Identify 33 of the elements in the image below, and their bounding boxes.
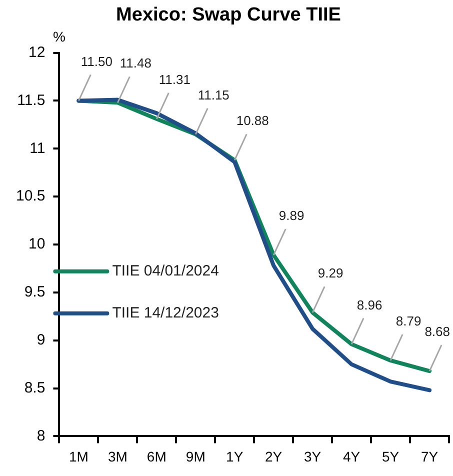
legend-label: TIIE 14/12/2023 <box>112 304 219 322</box>
y-tick-label: 10 <box>28 236 46 253</box>
x-tick-label: 6M <box>146 448 166 464</box>
y-tick-label: 12 <box>28 44 46 61</box>
y-axis-title: % <box>52 28 66 45</box>
x-tick-label: 2Y <box>265 448 283 464</box>
data-label: 11.15 <box>198 87 230 102</box>
y-tick-label: 8 <box>36 427 46 444</box>
data-label: 11.31 <box>158 72 190 88</box>
data-label: 11.48 <box>120 56 152 71</box>
data-label: 8.96 <box>356 297 382 312</box>
x-tick-label: 3Y <box>304 448 322 464</box>
data-label: 11.50 <box>80 54 112 69</box>
data-label: 9.29 <box>318 266 344 281</box>
y-tick-label: 9.5 <box>24 284 46 301</box>
data-label: 8.79 <box>396 314 422 329</box>
y-tick-label: 9 <box>36 331 46 348</box>
y-tick-label: 11 <box>30 140 46 157</box>
y-tick-label: 10.5 <box>16 188 46 205</box>
data-label: 8.68 <box>424 324 450 340</box>
chart-title: Mexico: Swap Curve TIIE <box>116 4 341 26</box>
data-label: 10.88 <box>236 113 269 128</box>
x-tick-label: 7Y <box>420 448 439 464</box>
y-tick-label: 11.5 <box>17 92 46 109</box>
x-tick-label: 3M <box>108 448 128 464</box>
y-tick-label: 8.5 <box>24 379 46 396</box>
x-tick-label: 1M <box>68 448 88 464</box>
data-label: 9.89 <box>278 208 304 224</box>
x-tick-label: 5Y <box>382 448 400 464</box>
x-tick-label: 1Y <box>226 448 244 464</box>
legend-label: TIIE 04/01/2024 <box>112 262 219 280</box>
x-tick-label: 9M <box>186 448 206 464</box>
x-tick-label: 4Y <box>342 448 361 464</box>
